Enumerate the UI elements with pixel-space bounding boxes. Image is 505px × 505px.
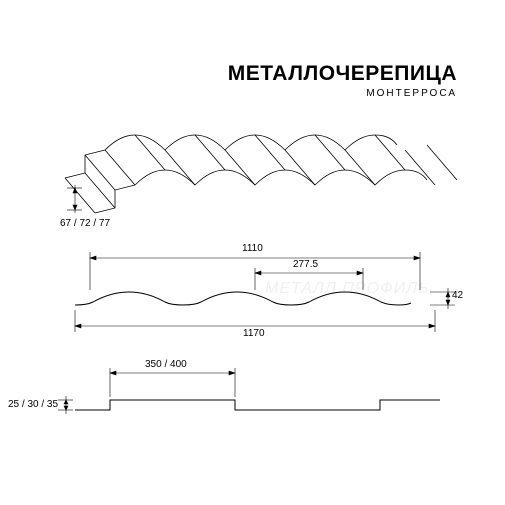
dim-step-height: 67 / 72 / 77 xyxy=(60,218,110,229)
isometric-view xyxy=(65,135,457,213)
dim-wave-height: 42 xyxy=(452,290,463,301)
dim-wave-pitch: 277.5 xyxy=(293,259,318,270)
dim-width-top: 1110 xyxy=(242,243,263,254)
dim-width-bottom: 1170 xyxy=(243,328,265,339)
dim-step-length: 350 / 400 xyxy=(145,359,187,370)
cross-section xyxy=(75,252,455,332)
step-profile xyxy=(58,368,440,414)
page-title: МЕТАЛЛОЧЕРЕПИЦА xyxy=(228,62,457,86)
technical-diagram: 67 / 72 / 77 1110 277.5 42 1170 350 / 40… xyxy=(40,110,460,470)
diagram-svg xyxy=(40,110,460,470)
page-subtitle: МОНТЕРРОСА xyxy=(228,88,457,99)
dim-step-rise: 25 / 30 / 35 xyxy=(8,399,58,410)
title-block: МЕТАЛЛОЧЕРЕПИЦА МОНТЕРРОСА xyxy=(228,62,457,99)
